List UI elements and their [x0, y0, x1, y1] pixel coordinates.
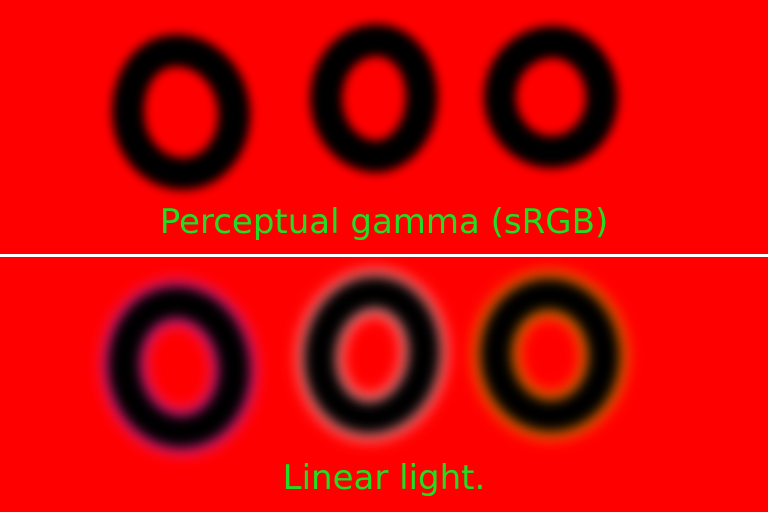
green-ring — [474, 273, 626, 437]
blue-ring — [101, 25, 261, 199]
linear-light-caption: Linear light. — [282, 458, 486, 498]
cyan-ring — [300, 15, 448, 181]
linear-light-panel: Linear light. — [0, 257, 768, 512]
perceptual-gamma-caption: Perceptual gamma (sRGB) — [159, 202, 609, 242]
green-ring — [479, 21, 623, 173]
panel-divider — [0, 254, 768, 257]
blue-ring — [97, 276, 261, 458]
cyan-ring — [293, 267, 451, 443]
perceptual-gamma-panel: Perceptual gamma (sRGB) — [0, 0, 768, 254]
